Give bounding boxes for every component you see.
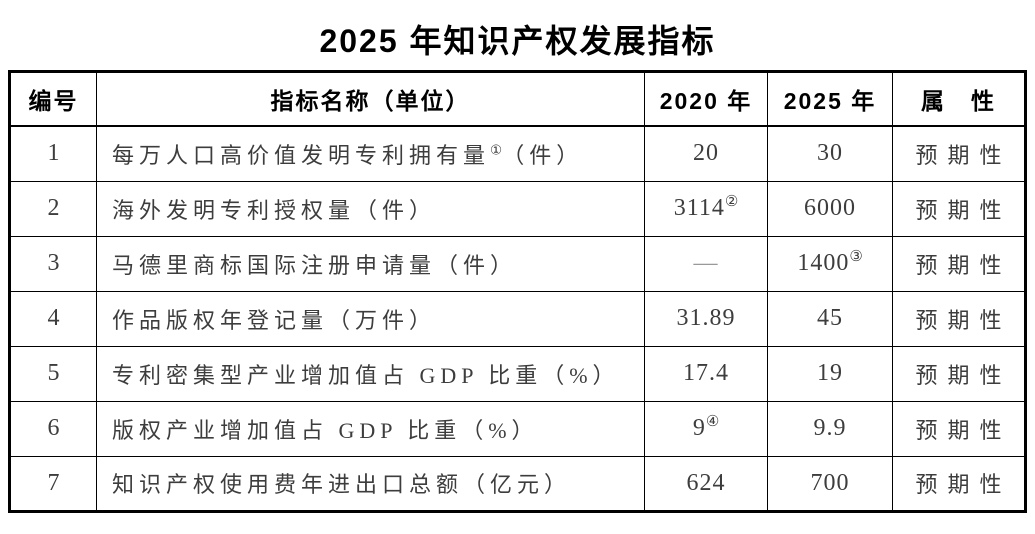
column-header-2020: 2020 年 [644,71,768,127]
value-2025: 30 [767,125,893,182]
value-2025-text: 30 [817,140,843,167]
value-2025: 9.9 [767,400,893,457]
value-2025: 6000 [767,180,893,237]
footnote-marker: ① [490,142,503,158]
attribute: 预期性 [892,400,1026,457]
column-header-2025: 2025 年 [767,71,893,127]
table-row: 5 专利密集型产业增加值占 GDP 比重（%） 17.4 19 预期性 [9,345,1026,402]
value-2020-text: 17.4 [683,360,729,386]
value-2020: — [644,235,768,292]
value-2020-text: 9 [692,415,706,441]
row-number: 1 [9,125,97,182]
value-2020: 624 [644,455,768,512]
table-row: 1 每万人口高价值发明专利拥有量①（件） 20 30 预期性 [9,125,1026,182]
table-header-row: 编号 指标名称（单位） 2020 年 2025 年 属 性 [9,71,1026,127]
value-2020-text: — [693,250,719,276]
value-2025-text: 9.9 [813,415,847,441]
indicator-name: 马德里商标国际注册申请量（件） [96,235,645,292]
value-2025-text: 700 [810,469,850,496]
footnote-marker: ③ [849,249,863,265]
attribute: 预期性 [892,125,1026,182]
indicator-name-text: 版权产业增加值占 GDP 比重（%） [112,417,539,443]
indicator-name: 版权产业增加值占 GDP 比重（%） [96,400,645,457]
column-header-name: 指标名称（单位） [96,71,645,127]
table-row: 7 知识产权使用费年进出口总额（亿元） 624 700 预期性 [9,455,1026,512]
table-row: 3 马德里商标国际注册申请量（件） — 1400③ 预期性 [9,235,1026,292]
value-2025-text: 1400 [797,250,850,276]
row-number: 3 [9,235,97,292]
value-2020-text: 624 [686,469,726,496]
table-row: 4 作品版权年登记量（万件） 31.89 45 预期性 [9,290,1026,347]
indicator-name: 海外发明专利授权量（件） [96,180,645,237]
indicator-name-text: 知识产权使用费年进出口总额（亿元） [112,472,572,497]
indicator-name-text: 马德里商标国际注册申请量（件） [112,252,518,278]
value-2020: 20 [644,125,768,182]
value-2025-text: 6000 [804,195,856,221]
indicator-name: 知识产权使用费年进出口总额（亿元） [96,455,645,512]
footnote-marker: ④ [705,414,720,430]
attribute: 预期性 [892,290,1026,347]
value-2025: 700 [767,455,893,512]
indicator-name-text: 作品版权年登记量（万件） [112,307,437,333]
row-number: 4 [9,290,97,347]
value-2020: 9④ [644,400,768,457]
attribute: 预期性 [892,235,1026,292]
indicator-name-text: 海外发明专利授权量（件） [112,197,437,223]
attribute: 预期性 [892,455,1026,512]
row-number: 7 [9,455,97,512]
value-2020: 31.89 [644,290,768,347]
value-2020: 3114② [644,180,768,237]
page-title: 2025 年知识产权发展指标 [319,23,716,59]
value-2020-text: 3114 [673,195,725,221]
value-2025-text: 45 [817,305,843,331]
indicator-name: 每万人口高价值发明专利拥有量①（件） [96,125,645,182]
value-2020-text: 31.89 [676,305,736,331]
row-number: 6 [9,400,97,457]
row-number: 2 [9,180,97,237]
indicator-name: 作品版权年登记量（万件） [96,290,645,347]
indicator-name-text: 专利密集型产业增加值占 GDP 比重（%） [112,362,620,388]
footnote-marker: ② [724,194,739,210]
attribute: 预期性 [892,345,1026,402]
value-2020-text: 20 [693,140,719,167]
table-row: 2 海外发明专利授权量（件） 3114② 6000 预期性 [9,180,1026,237]
value-2025-text: 19 [817,360,843,386]
value-2025: 19 [767,345,893,402]
indicator-name-text: 每万人口高价值发明专利拥有量 [112,142,491,168]
column-header-no: 编号 [9,71,97,127]
row-number: 5 [9,345,97,402]
indicator-name: 专利密集型产业增加值占 GDP 比重（%） [96,345,645,402]
attribute: 预期性 [892,180,1026,237]
value-2025: 1400③ [767,235,893,292]
table-row: 6 版权产业增加值占 GDP 比重（%） 9④ 9.9 预期性 [9,400,1026,457]
value-2025: 45 [767,290,893,347]
indicator-unit-text: （件） [502,142,584,168]
column-header-attr: 属 性 [892,71,1026,127]
value-2020: 17.4 [644,345,768,402]
indicators-table: 编号 指标名称（单位） 2020 年 2025 年 属 性 1 每万人口高价值发… [8,70,1027,513]
